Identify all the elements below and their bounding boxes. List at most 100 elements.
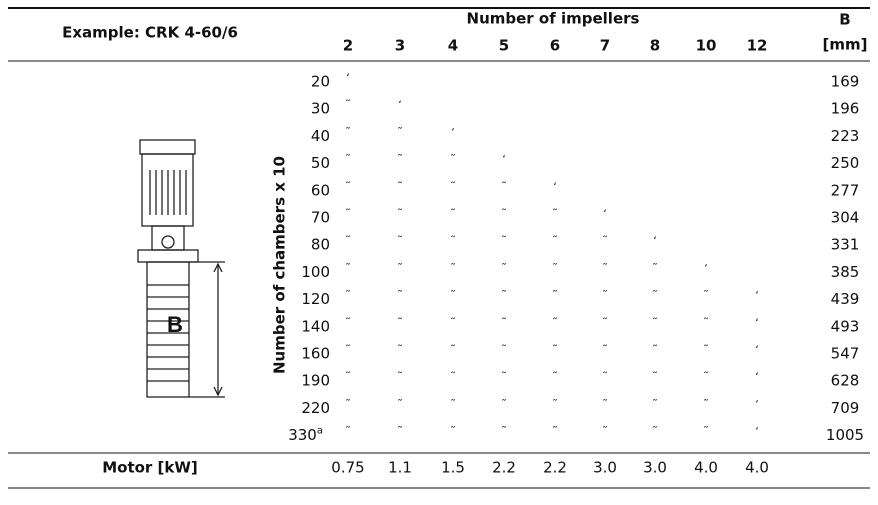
- cell-mark: ˜: [703, 289, 709, 302]
- cell-mark: ˜: [652, 261, 658, 274]
- cell-mark: ʻ: [755, 343, 759, 356]
- impeller-count: 4: [448, 37, 458, 55]
- cell-mark: ˜: [501, 316, 507, 329]
- b-value: 1005: [826, 426, 864, 444]
- impeller-count: 3: [395, 37, 405, 55]
- cell-mark: ˜: [602, 425, 608, 438]
- cell-mark: ˜: [602, 397, 608, 410]
- cell-mark: ˜: [450, 289, 456, 302]
- cell-mark: ˜: [652, 425, 658, 438]
- chamber-count: 30: [311, 100, 330, 118]
- impellers-title: Number of impellers: [467, 10, 640, 28]
- b-value: 304: [831, 209, 860, 227]
- impeller-count: 12: [747, 37, 768, 55]
- cell-mark: ˜: [501, 207, 507, 220]
- cell-mark: ˜: [345, 289, 351, 302]
- cell-mark: ʻ: [603, 207, 607, 220]
- cell-mark: ˜: [345, 207, 351, 220]
- chamber-count: 50: [311, 154, 330, 172]
- b-value: 385: [831, 263, 860, 281]
- cell-mark: ˜: [501, 397, 507, 410]
- cell-mark: ˜: [501, 234, 507, 247]
- cell-mark: ˜: [552, 425, 558, 438]
- chamber-count: 220: [301, 399, 330, 417]
- impeller-count: 8: [650, 37, 660, 55]
- chamber-count: 190: [301, 372, 330, 390]
- figure-label: B: [167, 312, 183, 337]
- motor-value: 3.0: [643, 459, 667, 477]
- b-value: 439: [831, 290, 860, 308]
- cell-mark: ˜: [450, 370, 456, 383]
- cell-mark: ʻ: [398, 98, 402, 111]
- cell-mark: ˜: [703, 370, 709, 383]
- impeller-count: 10: [696, 37, 717, 55]
- cell-mark: ˜: [552, 234, 558, 247]
- cell-mark: ˜: [602, 261, 608, 274]
- chamber-count: 160: [301, 345, 330, 363]
- b-value: 277: [831, 181, 860, 199]
- cell-mark: ˜: [552, 370, 558, 383]
- b-value: 331: [831, 236, 860, 254]
- impeller-count: 6: [550, 37, 560, 55]
- cell-mark: ˜: [345, 370, 351, 383]
- cell-mark: ˜: [501, 370, 507, 383]
- cell-mark: ˜: [397, 153, 403, 166]
- cell-mark: ˜: [345, 261, 351, 274]
- motor-value: 2.2: [492, 459, 516, 477]
- b-value: 250: [831, 154, 860, 172]
- cell-mark: ˜: [345, 397, 351, 410]
- cell-mark: ˜: [652, 289, 658, 302]
- cell-mark: ˜: [397, 207, 403, 220]
- cell-mark: ˜: [652, 397, 658, 410]
- cell-mark: ˜: [652, 370, 658, 383]
- cell-mark: ˜: [397, 125, 403, 138]
- cell-mark: ˜: [501, 343, 507, 356]
- impeller-count: 2: [343, 37, 353, 55]
- cell-mark: ˜: [450, 207, 456, 220]
- cell-mark: ʻ: [755, 289, 759, 302]
- cell-mark: ˜: [703, 316, 709, 329]
- cell-mark: ˜: [501, 261, 507, 274]
- cell-mark: ˜: [345, 425, 351, 438]
- cell-mark: ʻ: [755, 370, 759, 383]
- cell-mark: ˜: [552, 261, 558, 274]
- cell-mark: ˜: [450, 261, 456, 274]
- chamber-count: 70: [311, 209, 330, 227]
- b-value: 709: [831, 399, 860, 417]
- cell-mark: ˜: [501, 425, 507, 438]
- b-value: 196: [831, 100, 860, 118]
- b-value: 547: [831, 345, 860, 363]
- cell-mark: ˜: [345, 234, 351, 247]
- cell-mark: ˜: [501, 180, 507, 193]
- cell-mark: ˜: [397, 370, 403, 383]
- impeller-count: 7: [600, 37, 610, 55]
- cell-mark: ˜: [397, 316, 403, 329]
- motor-value: 3.0: [593, 459, 617, 477]
- chamber-count: 330a: [288, 426, 323, 445]
- cell-mark: ˜: [602, 343, 608, 356]
- cell-mark: ˜: [345, 343, 351, 356]
- cell-mark: ˜: [450, 425, 456, 438]
- cell-mark: ˜: [450, 316, 456, 329]
- b-value: 169: [831, 73, 860, 91]
- cell-mark: ˜: [397, 397, 403, 410]
- cell-mark: ʻ: [755, 425, 759, 438]
- motor-value: 4.0: [694, 459, 718, 477]
- motor-value: 1.5: [441, 459, 465, 477]
- cell-mark: ˜: [345, 98, 351, 111]
- cell-mark: ˜: [552, 397, 558, 410]
- cell-mark: ˜: [501, 289, 507, 302]
- cell-mark: ˜: [552, 289, 558, 302]
- cell-mark: ʻ: [451, 125, 455, 138]
- chamber-count: 100: [301, 263, 330, 281]
- chamber-count: 60: [311, 181, 330, 199]
- cell-mark: ˜: [450, 397, 456, 410]
- b-title: B: [839, 11, 850, 29]
- cell-mark: ˜: [397, 425, 403, 438]
- cell-mark: ˜: [345, 125, 351, 138]
- cell-mark: ˜: [703, 343, 709, 356]
- cell-mark: ˜: [552, 207, 558, 220]
- cell-mark: ˜: [602, 316, 608, 329]
- impeller-count: 5: [499, 37, 509, 55]
